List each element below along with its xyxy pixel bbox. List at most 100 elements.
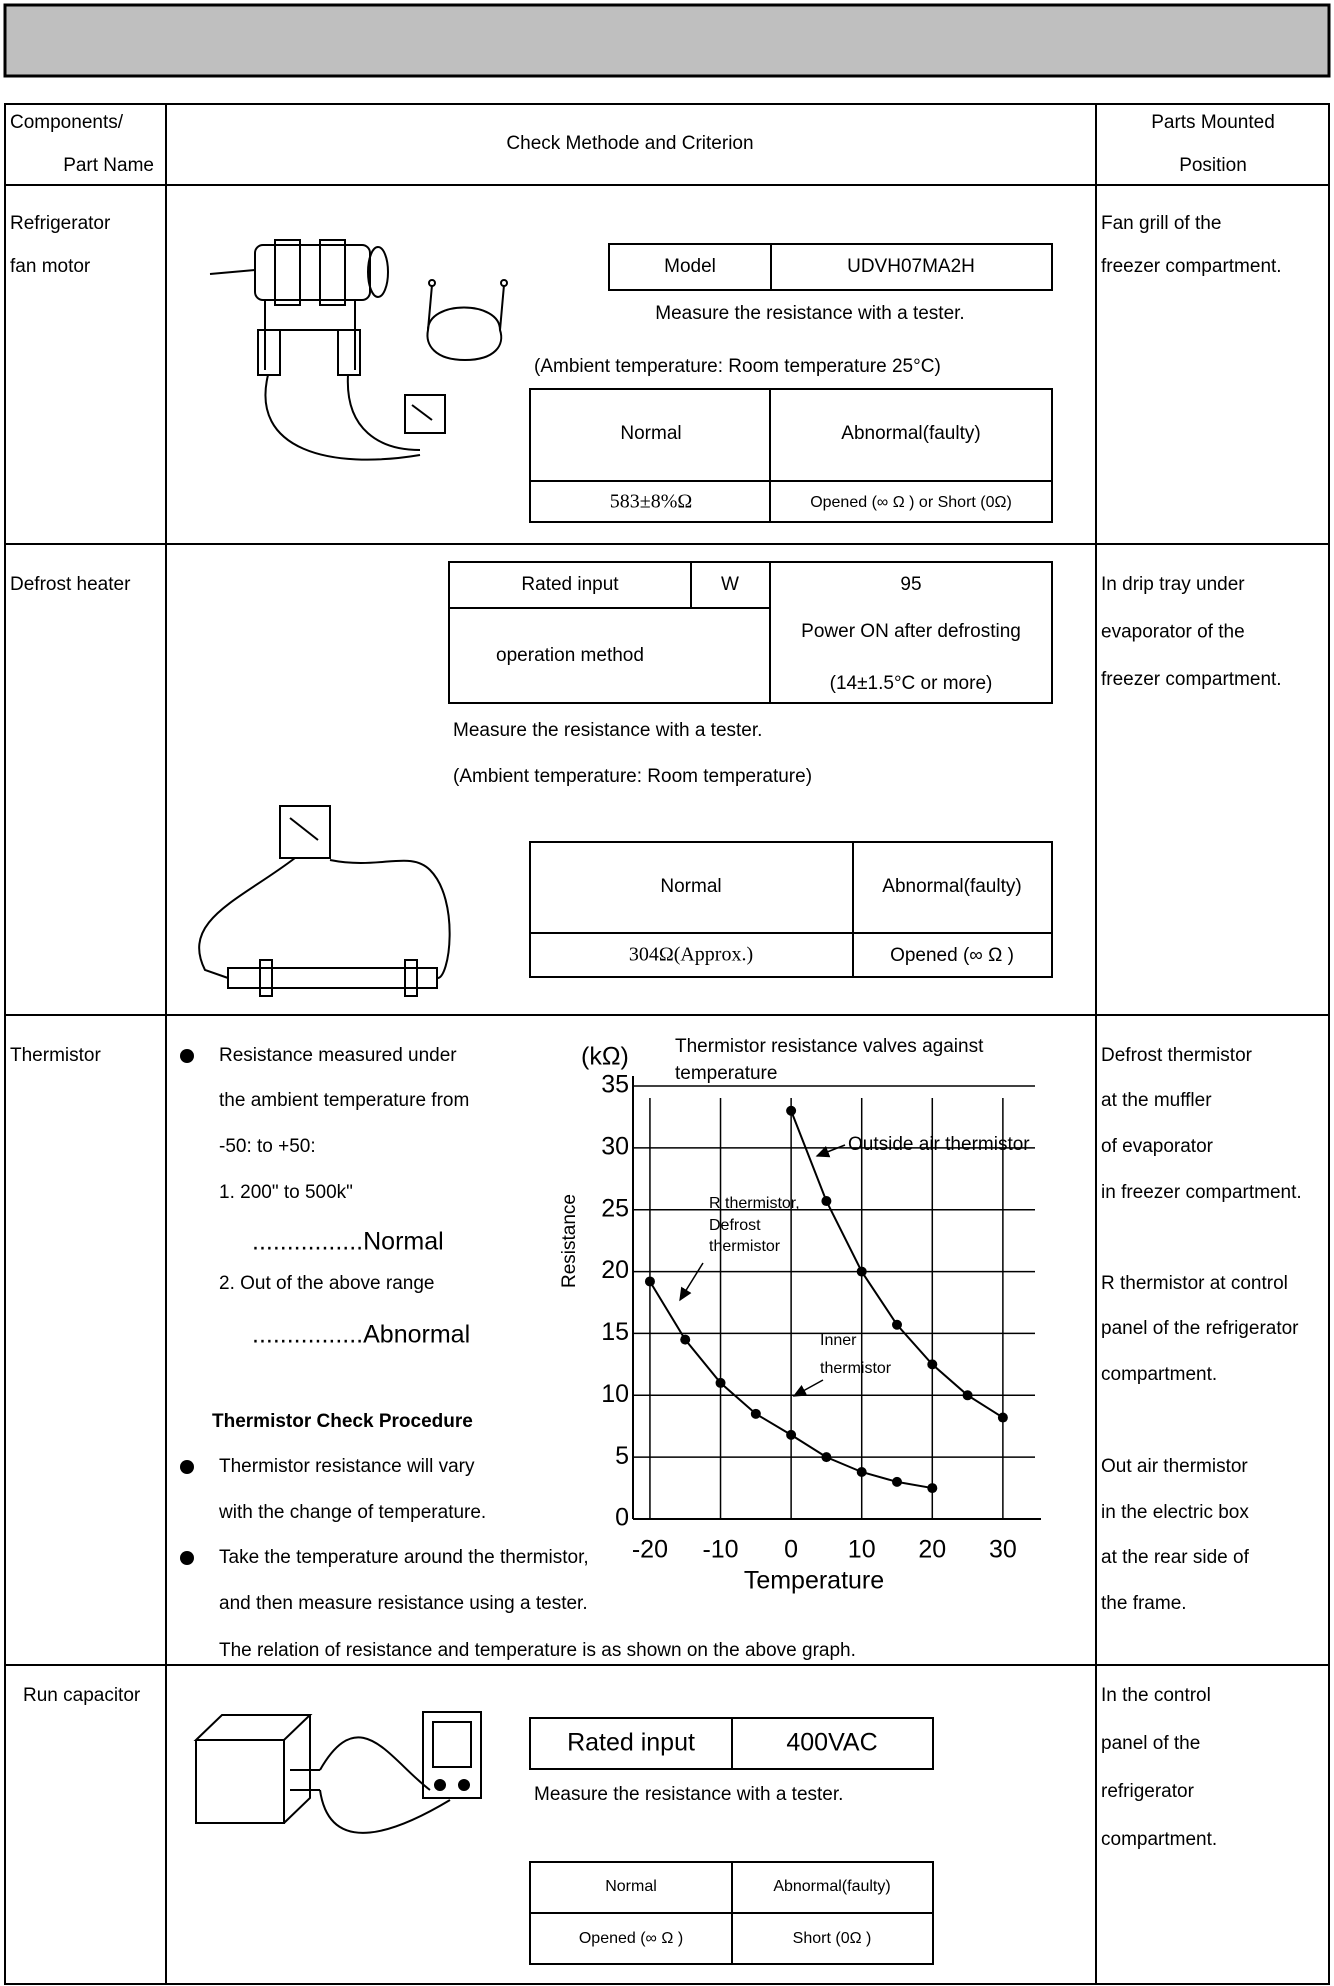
data-point bbox=[892, 1319, 902, 1330]
text: of evaporator bbox=[1101, 1136, 1214, 1157]
data-point bbox=[821, 1452, 832, 1463]
text: in freezer compartment. bbox=[1101, 1182, 1302, 1203]
run-capacitor-drawing bbox=[193, 1711, 482, 1834]
text: Opened (∞ Ω ) or Short (0Ω) bbox=[810, 494, 1012, 511]
text: panel of the refrigerator bbox=[1101, 1318, 1299, 1339]
data-point bbox=[715, 1377, 726, 1388]
annotation: R thermistor, bbox=[709, 1195, 800, 1212]
data-point bbox=[927, 1483, 938, 1494]
text: (Ambient temperature: Room temperature 2… bbox=[534, 356, 941, 377]
x-tick-label: 10 bbox=[848, 1536, 876, 1564]
text: Rated input bbox=[567, 1729, 695, 1757]
cell-border bbox=[448, 561, 1053, 704]
data-point bbox=[892, 1476, 902, 1487]
text: Short (0Ω ) bbox=[793, 1930, 872, 1947]
data-point bbox=[680, 1334, 691, 1345]
x-tick-label: 20 bbox=[918, 1536, 946, 1564]
data-point bbox=[786, 1105, 797, 1116]
text: fan motor bbox=[10, 256, 91, 277]
text: 1. 200" to 500k" bbox=[219, 1182, 353, 1203]
text: 304Ω(Approx.) bbox=[629, 944, 753, 966]
text: Thermistor bbox=[10, 1045, 101, 1066]
text: (Ambient temperature: Room temperature) bbox=[453, 766, 812, 787]
text: Opened (∞ Ω ) bbox=[579, 1930, 683, 1947]
text: Model bbox=[664, 256, 716, 277]
text: at the muffler bbox=[1101, 1090, 1212, 1111]
data-point bbox=[821, 1196, 832, 1207]
text: evaporator of the bbox=[1101, 622, 1245, 643]
text: ................Abnormal bbox=[252, 1321, 470, 1349]
text: Measure the resistance with a tester. bbox=[453, 720, 762, 741]
x-tick-label: -20 bbox=[632, 1536, 668, 1564]
text: the ambient temperature from bbox=[219, 1090, 469, 1111]
text: freezer compartment. bbox=[1101, 669, 1282, 690]
text: compartment. bbox=[1101, 1829, 1217, 1850]
fan-motor-drawing bbox=[209, 239, 508, 461]
graph-title: Thermistor resistance valves against bbox=[675, 1036, 984, 1057]
data-point bbox=[962, 1390, 973, 1401]
x-tick-label: 0 bbox=[784, 1536, 798, 1564]
data-point bbox=[856, 1266, 867, 1277]
text: Part Name bbox=[63, 155, 154, 176]
graph-title: temperature bbox=[675, 1063, 777, 1084]
y-tick-label: 35 bbox=[601, 1071, 629, 1099]
text: Take the temperature around the thermist… bbox=[219, 1547, 589, 1568]
annotation-arrow bbox=[679, 1262, 704, 1302]
annotation: Inner bbox=[820, 1332, 857, 1349]
data-point bbox=[856, 1466, 867, 1477]
text: panel of the bbox=[1101, 1733, 1200, 1754]
text: Abnormal(faulty) bbox=[841, 423, 980, 444]
text: Measure the resistance with a tester. bbox=[655, 303, 964, 324]
data-point bbox=[750, 1408, 761, 1419]
text: in the electric box bbox=[1101, 1502, 1249, 1523]
text: Components/ bbox=[10, 112, 124, 133]
bullet bbox=[180, 1049, 194, 1063]
bullet bbox=[180, 1460, 194, 1474]
text: operation method bbox=[496, 645, 644, 666]
axis-unit: (kΩ) bbox=[581, 1043, 629, 1071]
data-point bbox=[644, 1276, 655, 1287]
defrost-heater-drawing bbox=[198, 805, 451, 997]
text: freezer compartment. bbox=[1101, 256, 1282, 277]
text: Defrost thermistor bbox=[1101, 1045, 1253, 1066]
y-tick-label: 20 bbox=[601, 1256, 629, 1284]
top-bar bbox=[3, 3, 1331, 78]
text: 2. Out of the above range bbox=[219, 1273, 435, 1294]
annotation: Outside air thermistor bbox=[848, 1134, 1030, 1155]
text: Refrigerator bbox=[10, 213, 111, 234]
text: Abnormal(faulty) bbox=[882, 876, 1021, 897]
cell-border bbox=[529, 841, 1053, 978]
text: Parts Mounted bbox=[1151, 112, 1275, 133]
text: (14±1.5°C or more) bbox=[830, 673, 993, 694]
cell-border bbox=[608, 243, 1053, 291]
y-tick-label: 0 bbox=[615, 1504, 629, 1532]
text: In drip tray under bbox=[1101, 574, 1245, 595]
annotation-arrow bbox=[815, 1144, 846, 1158]
y-tick-label: 15 bbox=[601, 1318, 629, 1346]
data-point bbox=[786, 1429, 797, 1440]
text: at the rear side of bbox=[1101, 1547, 1250, 1568]
annotation-arrow bbox=[792, 1379, 824, 1397]
text: Abnormal(faulty) bbox=[773, 1878, 890, 1895]
text: -50: to +50: bbox=[219, 1136, 316, 1157]
cell-border bbox=[4, 103, 1330, 1985]
annotation: thermistor bbox=[709, 1238, 781, 1255]
text: Thermistor Check Procedure bbox=[212, 1411, 473, 1432]
text: and then measure resistance using a test… bbox=[219, 1593, 588, 1614]
x-axis-label: Temperature bbox=[744, 1567, 884, 1595]
annotation: Defrost bbox=[709, 1217, 761, 1234]
text: Normal bbox=[660, 876, 721, 897]
text: W bbox=[721, 574, 739, 595]
text: refrigerator bbox=[1101, 1781, 1195, 1802]
text: the frame. bbox=[1101, 1593, 1187, 1614]
annotation: thermistor bbox=[820, 1360, 892, 1377]
text: Rated input bbox=[521, 574, 619, 595]
cell-border bbox=[529, 388, 1053, 523]
text: with the change of temperature. bbox=[218, 1502, 486, 1523]
text: Fan grill of the bbox=[1101, 213, 1221, 234]
text: The relation of resistance and temperatu… bbox=[219, 1640, 856, 1661]
text: compartment. bbox=[1101, 1364, 1217, 1385]
text: Normal bbox=[620, 423, 681, 444]
text: Measure the resistance with a tester. bbox=[534, 1784, 843, 1805]
